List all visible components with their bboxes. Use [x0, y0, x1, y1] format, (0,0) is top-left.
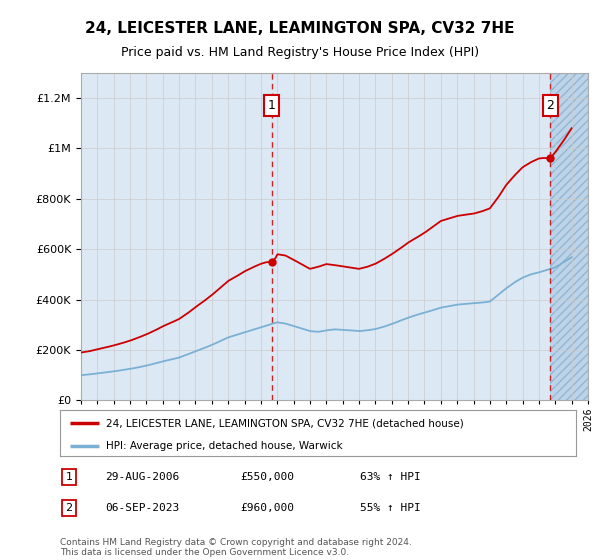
Bar	[550, 73, 588, 400]
Text: 24, LEICESTER LANE, LEAMINGTON SPA, CV32 7HE: 24, LEICESTER LANE, LEAMINGTON SPA, CV32…	[85, 21, 515, 36]
Text: Price paid vs. HM Land Registry's House Price Index (HPI): Price paid vs. HM Land Registry's House …	[121, 46, 479, 59]
Text: 2: 2	[546, 99, 554, 112]
Text: 63% ↑ HPI: 63% ↑ HPI	[360, 472, 421, 482]
Text: 29-AUG-2006: 29-AUG-2006	[105, 472, 179, 482]
Text: Contains HM Land Registry data © Crown copyright and database right 2024.
This d: Contains HM Land Registry data © Crown c…	[60, 538, 412, 557]
Text: 24, LEICESTER LANE, LEAMINGTON SPA, CV32 7HE (detached house): 24, LEICESTER LANE, LEAMINGTON SPA, CV32…	[106, 418, 464, 428]
Text: 1: 1	[65, 472, 73, 482]
Text: 1: 1	[268, 99, 276, 112]
Text: HPI: Average price, detached house, Warwick: HPI: Average price, detached house, Warw…	[106, 441, 343, 451]
Text: 2: 2	[65, 503, 73, 513]
Text: £550,000: £550,000	[240, 472, 294, 482]
Text: 06-SEP-2023: 06-SEP-2023	[105, 503, 179, 513]
Text: £960,000: £960,000	[240, 503, 294, 513]
Text: 55% ↑ HPI: 55% ↑ HPI	[360, 503, 421, 513]
